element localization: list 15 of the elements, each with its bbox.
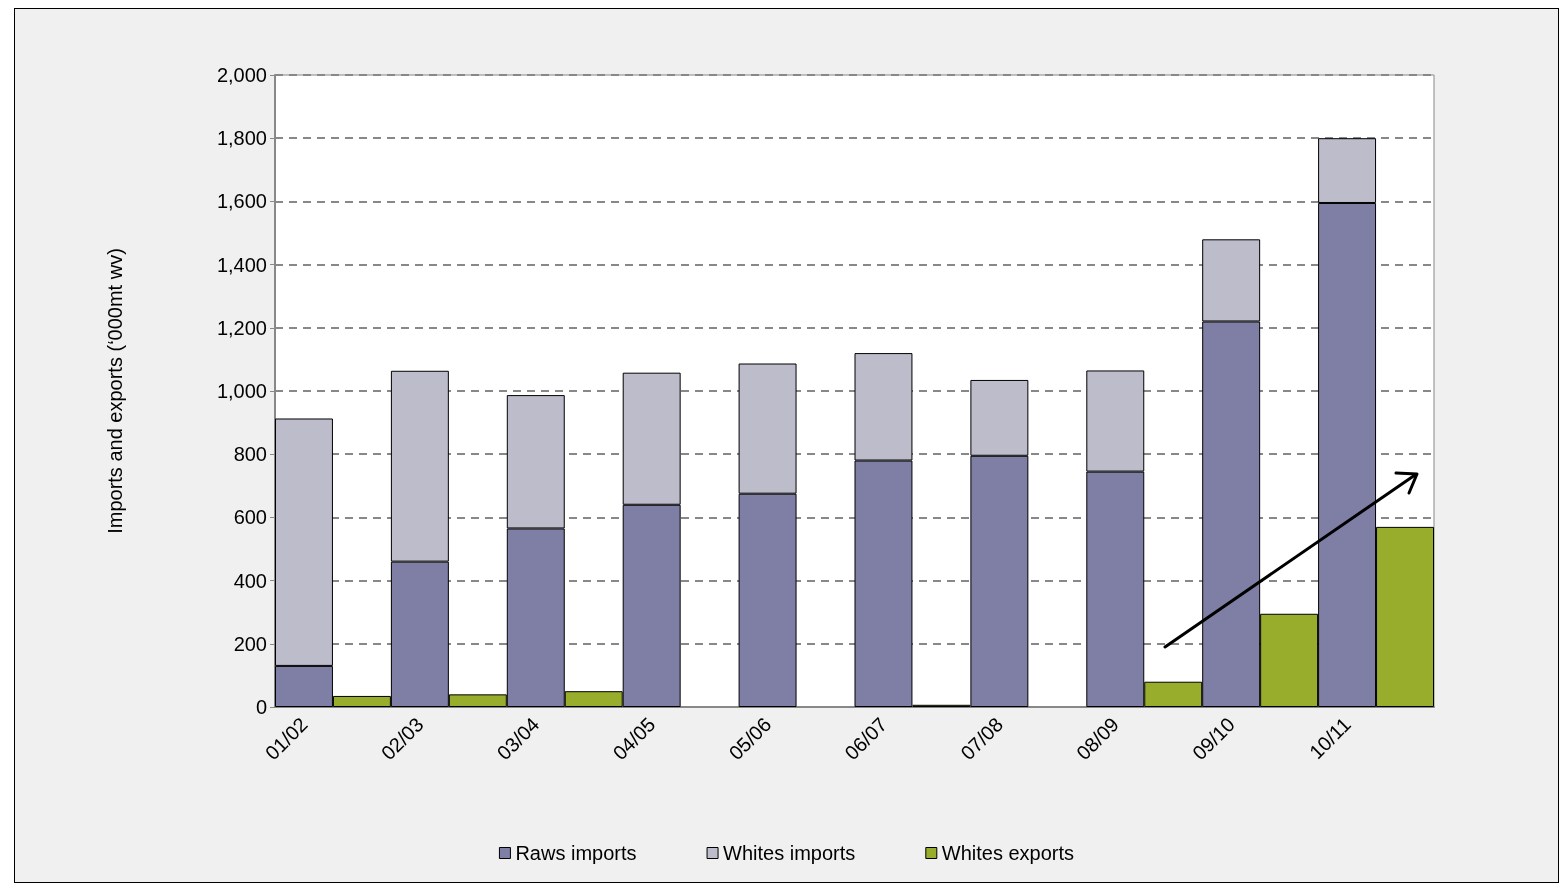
legend-label: Raws imports [515, 842, 637, 864]
y-tick-label: 1,600 [216, 190, 267, 213]
y-tick-label: 1,000 [216, 380, 267, 402]
y-tick-label: 200 [233, 632, 267, 655]
legend-label: Whites exports [941, 842, 1075, 864]
y-axis-title: Imports and exports (‘000mt wv) [104, 248, 126, 534]
y-tick-label: 400 [233, 569, 267, 592]
y-tick-label: 600 [233, 506, 267, 529]
y-tick-label: 0 [255, 696, 267, 718]
y-tick-label: 1,400 [216, 253, 267, 276]
y-tick-label: 1,200 [216, 316, 267, 339]
y-tick-label: 1,800 [216, 127, 267, 150]
legend-label: Whites imports [723, 842, 856, 864]
y-tick-label: 800 [233, 443, 267, 466]
y-tick-label: 2,000 [216, 64, 267, 86]
